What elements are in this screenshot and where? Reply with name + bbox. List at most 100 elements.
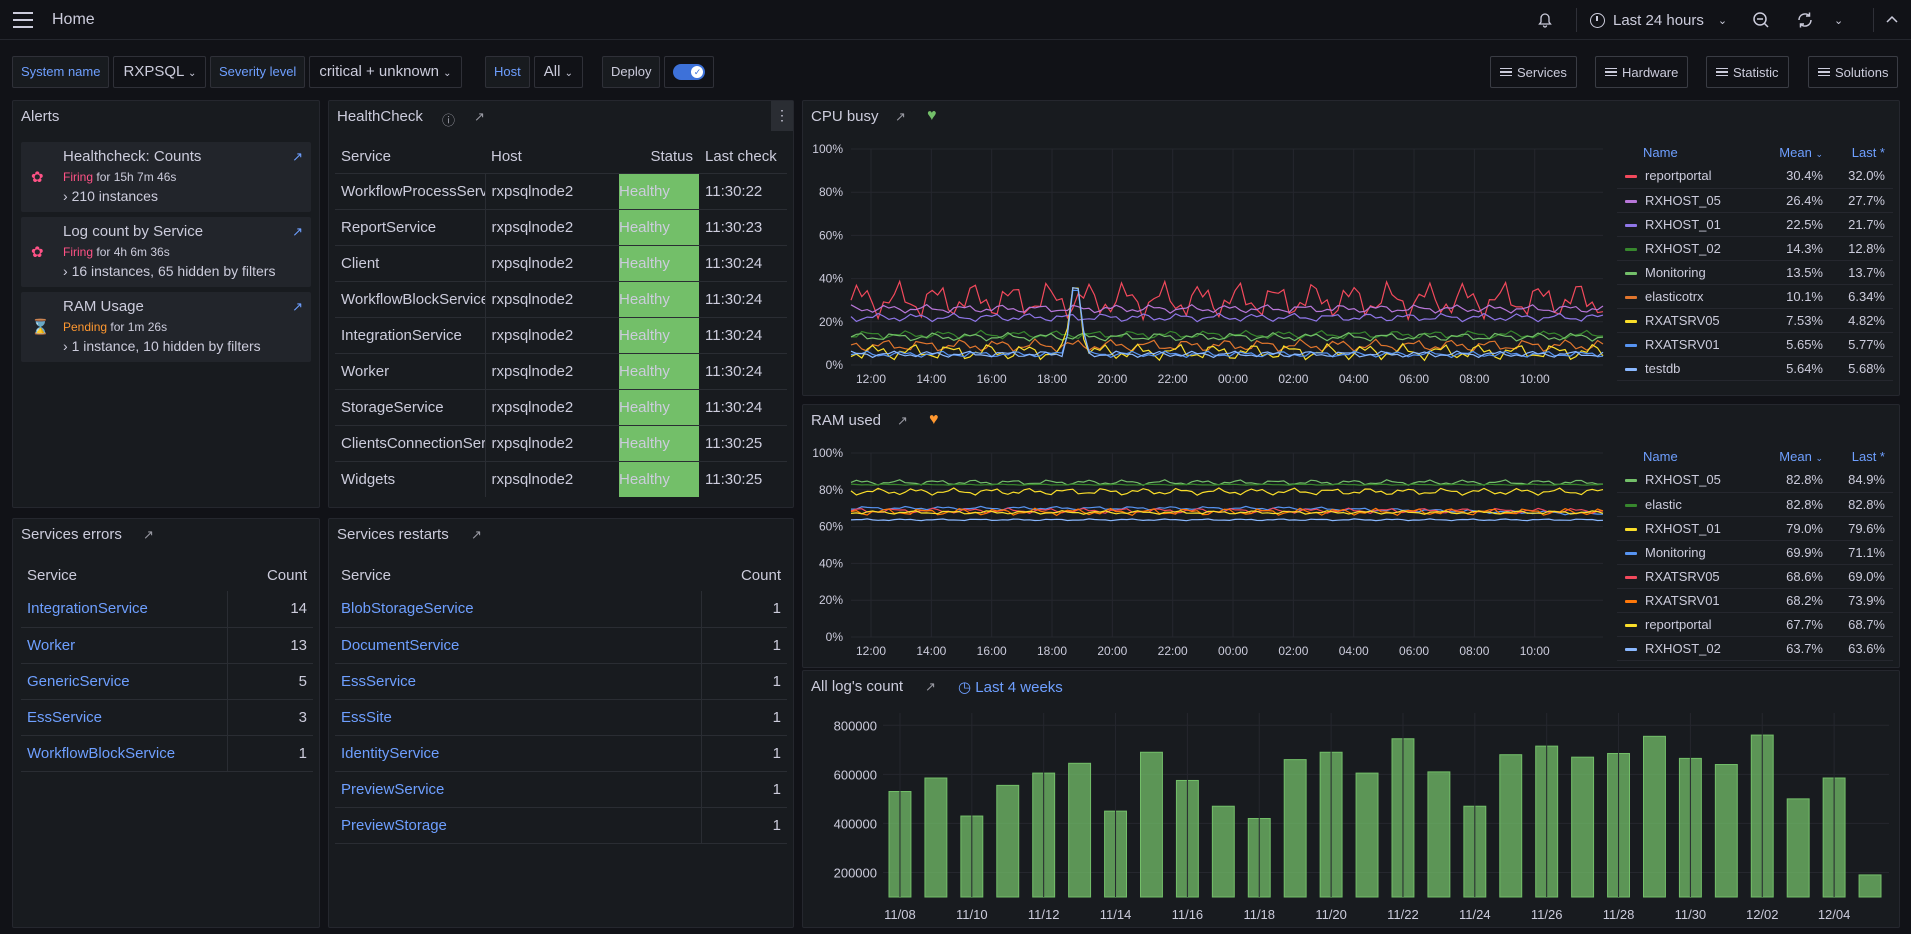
severity-level-select[interactable]: critical + unknown ⌄: [309, 56, 462, 88]
external-link-icon[interactable]: ↗: [292, 224, 303, 239]
host-link[interactable]: rxpsqlnode2: [485, 244, 619, 281]
legend-col-last[interactable]: Last *: [1851, 144, 1885, 160]
zoom-out-icon[interactable]: [1752, 0, 1770, 40]
external-link-icon[interactable]: ↗: [897, 413, 908, 428]
alert-instances[interactable]: › 210 instances: [63, 188, 158, 204]
deploy-toggle[interactable]: ✓: [673, 64, 706, 80]
service-link[interactable]: IdentityService: [335, 735, 702, 772]
cpu-chart[interactable]: 0% 20% 40% 60% 80% 100% 12:00 14:00 16:00 18:00 20…: [803, 131, 1613, 395]
service-link[interactable]: BlobStorageService: [335, 591, 702, 628]
external-link-icon[interactable]: ↗: [925, 679, 936, 694]
time-picker[interactable]: Last 24 hours ⌄: [1590, 0, 1727, 40]
legend-col-mean[interactable]: Mean ⌄: [1763, 444, 1823, 468]
service-link[interactable]: EssSite: [335, 699, 702, 736]
legend-col-mean[interactable]: Mean ⌄: [1763, 140, 1823, 164]
alert-item[interactable]: ✿ Healthcheck: Counts Firing for 15h 7m …: [21, 142, 311, 212]
alert-item[interactable]: ✿ Log count by Service Firing for 4h 6m …: [21, 217, 311, 287]
legend-row[interactable]: RXHOST_05 26.4% 27.7%: [1617, 188, 1893, 213]
nav-button-solutions[interactable]: Solutions: [1808, 56, 1899, 88]
collapse-chevron-up-icon[interactable]: [1885, 0, 1899, 40]
host-link[interactable]: rxpsqlnode2: [485, 316, 619, 353]
column-header[interactable]: Count: [266, 566, 307, 584]
service-link[interactable]: GenericService: [21, 663, 228, 700]
column-header[interactable]: Status: [650, 148, 693, 166]
legend-col-name[interactable]: Name: [1643, 144, 1678, 160]
host-link[interactable]: rxpsqlnode2: [485, 460, 619, 497]
column-header[interactable]: Service: [27, 566, 78, 584]
host-link[interactable]: rxpsqlnode2: [485, 172, 619, 209]
status-badge: Healthy: [619, 208, 699, 245]
legend-col-last[interactable]: Last *: [1851, 448, 1885, 464]
alert-instances[interactable]: › 1 instance, 10 hidden by filters: [63, 338, 261, 354]
panel-menu-icon[interactable]: ⋮: [771, 101, 793, 131]
host-link[interactable]: rxpsqlnode2: [485, 208, 619, 245]
service-link[interactable]: PreviewService: [335, 771, 702, 808]
legend-row[interactable]: RXHOST_01 22.5% 21.7%: [1617, 212, 1893, 237]
alert-item[interactable]: ⌛ RAM Usage Pending for 1m 26s › 1 insta…: [21, 292, 311, 362]
series-color-swatch: [1625, 295, 1637, 299]
legend-row[interactable]: reportportal 67.7% 68.7%: [1617, 612, 1893, 637]
legend-row[interactable]: RXHOST_05 82.8% 84.9%: [1617, 468, 1893, 493]
host-link[interactable]: rxpsqlnode2: [485, 280, 619, 317]
service-link[interactable]: DocumentService: [335, 627, 702, 664]
legend-col-name[interactable]: Name: [1643, 448, 1678, 464]
external-link-icon[interactable]: ↗: [471, 527, 482, 542]
external-link-icon[interactable]: ↗: [143, 527, 154, 542]
alert-instances[interactable]: › 16 instances, 65 hidden by filters: [63, 263, 276, 279]
service-link[interactable]: EssService: [335, 663, 702, 700]
service-link[interactable]: EssService: [21, 699, 228, 736]
column-header[interactable]: Host: [491, 148, 522, 166]
bell-icon[interactable]: [1537, 0, 1553, 40]
legend-row[interactable]: testdb 5.64% 5.68%: [1617, 356, 1893, 381]
host-link[interactable]: rxpsqlnode2: [485, 388, 619, 425]
logs-chart[interactable]: 200000 400000 600000 800000 11/08 11/10 11/12 1…: [803, 701, 1899, 927]
legend-row[interactable]: RXHOST_01 79.0% 79.6%: [1617, 516, 1893, 541]
legend-row[interactable]: RXATSRV05 7.53% 4.82%: [1617, 308, 1893, 333]
column-header[interactable]: Last check: [705, 148, 777, 166]
legend-row[interactable]: RXATSRV05 68.6% 69.0%: [1617, 564, 1893, 589]
column-header[interactable]: Count: [740, 566, 781, 584]
y-tick-label: 400000: [834, 816, 877, 831]
service-link[interactable]: PreviewStorage: [335, 807, 702, 844]
refresh-interval-chevron-icon[interactable]: ⌄: [1834, 14, 1844, 27]
nav-button-statistic[interactable]: Statistic: [1706, 56, 1789, 88]
legend-last: 84.9%: [1823, 468, 1893, 493]
menu-icon[interactable]: [13, 12, 33, 28]
nav-button-services[interactable]: Services: [1490, 56, 1577, 88]
service-link[interactable]: Worker: [21, 627, 228, 664]
x-tick-label: 12:00: [856, 372, 886, 386]
y-tick-label: 40%: [819, 556, 843, 570]
system-name-select[interactable]: RXPSQL ⌄: [113, 56, 207, 88]
legend-row[interactable]: RXATSRV01 5.65% 5.77%: [1617, 332, 1893, 357]
legend-row[interactable]: Monitoring 69.9% 71.1%: [1617, 540, 1893, 565]
legend-row[interactable]: RXATSRV01 68.2% 73.9%: [1617, 588, 1893, 613]
column-header[interactable]: Service: [341, 148, 392, 166]
ram-chart[interactable]: 0% 20% 40% 60% 80% 100% 12:00 14:00 16:00 18:00 20…: [803, 435, 1613, 667]
external-link-icon[interactable]: ↗: [474, 109, 485, 124]
status-badge: Healthy: [619, 280, 699, 317]
legend-row[interactable]: RXHOST_02 63.7% 63.6%: [1617, 636, 1893, 661]
external-link-icon[interactable]: ↗: [292, 299, 303, 314]
refresh-icon[interactable]: [1796, 0, 1814, 40]
info-icon[interactable]: ⓘ: [442, 113, 456, 128]
service-link[interactable]: WorkflowBlockService: [21, 735, 228, 772]
bar: [1283, 759, 1307, 898]
legend-row[interactable]: elasticotrx 10.1% 6.34%: [1617, 284, 1893, 309]
legend-row[interactable]: reportportal 30.4% 32.0%: [1617, 164, 1893, 189]
legend-row[interactable]: Monitoring 13.5% 13.7%: [1617, 260, 1893, 285]
host-select[interactable]: All ⌄: [533, 56, 583, 88]
host-link[interactable]: rxpsqlnode2: [485, 352, 619, 389]
legend-name: reportportal: [1617, 164, 1763, 189]
column-header[interactable]: Service: [341, 566, 392, 584]
nav-button-hardware[interactable]: Hardware: [1595, 56, 1689, 88]
legend-row[interactable]: elastic 82.8% 82.8%: [1617, 492, 1893, 517]
y-tick-label: 100%: [812, 142, 843, 156]
host-link[interactable]: rxpsqlnode2: [485, 424, 619, 461]
external-link-icon[interactable]: ↗: [292, 149, 303, 164]
external-link-icon[interactable]: ↗: [895, 109, 906, 124]
menu-lines-icon: [1716, 66, 1728, 79]
time-override[interactable]: ◷ Last 4 weeks: [958, 678, 1063, 696]
legend-row[interactable]: RXHOST_02 14.3% 12.8%: [1617, 236, 1893, 261]
breadcrumb-home[interactable]: Home: [52, 11, 95, 28]
service-link[interactable]: IntegrationService: [21, 591, 228, 628]
